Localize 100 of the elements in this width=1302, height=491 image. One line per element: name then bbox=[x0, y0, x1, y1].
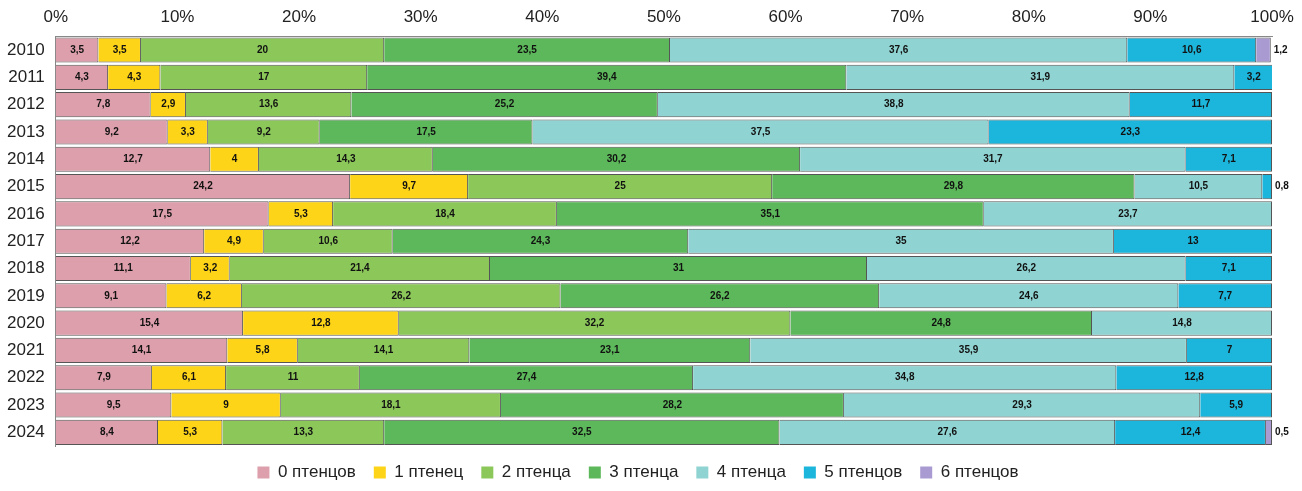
data-label: 32,5 bbox=[572, 426, 592, 438]
y-tick-label: 2020 bbox=[6, 312, 45, 332]
x-tick-label: 70% bbox=[890, 6, 925, 26]
data-label: 35,9 bbox=[958, 344, 979, 356]
data-label: 9,2 bbox=[104, 125, 120, 137]
legend-label: 6 птенцов bbox=[940, 462, 1019, 482]
y-tick-label: 2010 bbox=[6, 39, 45, 59]
data-label: 12,8 bbox=[1184, 371, 1205, 383]
data-label: 9,2 bbox=[256, 125, 272, 137]
data-label: 3,5 bbox=[70, 43, 85, 55]
data-label: 20 bbox=[257, 43, 269, 55]
data-label: 6,1 bbox=[182, 371, 197, 383]
data-label: 34,8 bbox=[894, 371, 915, 383]
legend-label: 3 птенца bbox=[609, 462, 679, 482]
data-label: 4,9 bbox=[227, 234, 242, 246]
y-tick-label: 2021 bbox=[6, 340, 45, 360]
data-label: 25 bbox=[614, 180, 627, 192]
y-tick-label: 2016 bbox=[6, 203, 45, 223]
data-label: 24,8 bbox=[931, 316, 952, 328]
data-label: 11,1 bbox=[113, 262, 134, 274]
data-label: 13,6 bbox=[258, 98, 279, 110]
data-label: 18,4 bbox=[435, 207, 456, 219]
data-label: 28,2 bbox=[662, 398, 683, 410]
data-label: 30,2 bbox=[606, 153, 627, 165]
x-tick-label: 100% bbox=[1250, 6, 1294, 26]
y-tick-label: 2014 bbox=[6, 148, 45, 168]
data-label: 31 bbox=[672, 262, 685, 274]
data-label: 23,5 bbox=[517, 43, 538, 55]
x-tick-label: 0% bbox=[43, 6, 69, 26]
data-label: 29,8 bbox=[943, 180, 964, 192]
y-tick-label: 2023 bbox=[6, 394, 45, 414]
y-tick-label: 2022 bbox=[6, 367, 45, 387]
x-tick-label: 90% bbox=[1133, 6, 1168, 26]
data-label: 38,8 bbox=[884, 98, 904, 110]
data-label: 17,5 bbox=[416, 125, 437, 137]
data-label: 0,8 bbox=[1275, 180, 1290, 192]
data-label: 3,5 bbox=[112, 43, 128, 55]
data-label: 7,7 bbox=[1218, 289, 1233, 301]
data-label: 23,7 bbox=[1118, 207, 1139, 219]
data-label: 23,3 bbox=[1120, 125, 1141, 137]
y-tick-label: 2015 bbox=[6, 176, 45, 196]
data-label: 7,9 bbox=[96, 371, 112, 383]
data-label: 6,2 bbox=[197, 289, 212, 301]
data-label: 24,3 bbox=[530, 234, 551, 246]
data-label: 24,2 bbox=[193, 180, 214, 192]
data-label: 25,2 bbox=[494, 98, 515, 110]
data-label: 3,3 bbox=[180, 125, 196, 137]
x-tick-label: 60% bbox=[768, 6, 803, 26]
data-label: 3,2 bbox=[1246, 71, 1262, 83]
data-label: 9,1 bbox=[104, 289, 119, 301]
data-label: 7,1 bbox=[1221, 262, 1237, 274]
data-label: 27,6 bbox=[937, 426, 958, 438]
data-label: 18,1 bbox=[381, 398, 402, 410]
data-label: 26,2 bbox=[710, 289, 731, 301]
data-label: 0,5 bbox=[1275, 426, 1290, 438]
data-label: 21,4 bbox=[350, 262, 371, 274]
data-label: 17 bbox=[258, 71, 270, 83]
data-label: 10,6 bbox=[318, 234, 339, 246]
data-label: 39,4 bbox=[597, 71, 617, 83]
data-label: 12,7 bbox=[123, 153, 144, 165]
data-label: 14,1 bbox=[373, 344, 394, 356]
y-tick-label: 2012 bbox=[6, 94, 45, 114]
data-label: 4,3 bbox=[127, 71, 142, 83]
data-label: 5,9 bbox=[1229, 398, 1244, 410]
y-tick-label: 2011 bbox=[8, 67, 45, 87]
data-label: 15,4 bbox=[139, 316, 160, 328]
legend-label: 4 птенца bbox=[716, 462, 787, 482]
data-label: 32,2 bbox=[584, 316, 605, 328]
data-label: 23,1 bbox=[600, 344, 620, 356]
x-tick-label: 20% bbox=[282, 6, 317, 26]
data-label: 27,4 bbox=[516, 371, 537, 383]
data-label: 7 bbox=[1226, 344, 1233, 356]
data-label: 7,8 bbox=[96, 98, 111, 110]
data-label: 12,2 bbox=[120, 234, 141, 246]
data-label: 37,6 bbox=[888, 43, 909, 55]
data-label: 9 bbox=[223, 398, 230, 410]
y-tick-label: 2017 bbox=[6, 230, 45, 250]
x-tick-label: 40% bbox=[525, 6, 560, 26]
data-label: 10,5 bbox=[1188, 180, 1209, 192]
data-label: 14,1 bbox=[131, 344, 152, 356]
data-label: 10,6 bbox=[1182, 43, 1202, 55]
data-label: 13,3 bbox=[293, 426, 314, 438]
y-tick-label: 2019 bbox=[6, 285, 45, 305]
data-label: 4 bbox=[231, 153, 238, 165]
data-label: 7,1 bbox=[1221, 153, 1237, 165]
data-label: 3,2 bbox=[203, 262, 218, 274]
data-label: 9,7 bbox=[402, 180, 417, 192]
data-label: 1,2 bbox=[1273, 43, 1289, 55]
legend-label: 0 птенцов bbox=[277, 462, 356, 482]
legend-label: 5 птенцов bbox=[824, 462, 903, 482]
y-tick-label: 2013 bbox=[6, 121, 45, 141]
data-label: 29,3 bbox=[1012, 398, 1033, 410]
data-label: 35 bbox=[895, 234, 908, 246]
x-tick-label: 30% bbox=[403, 6, 438, 26]
data-label: 8,4 bbox=[99, 426, 115, 438]
data-label: 4,3 bbox=[75, 71, 90, 83]
data-label: 31,7 bbox=[983, 153, 1004, 165]
data-label: 26,2 bbox=[1016, 262, 1037, 274]
data-label: 13 bbox=[1187, 234, 1199, 246]
data-label: 5,3 bbox=[183, 426, 198, 438]
